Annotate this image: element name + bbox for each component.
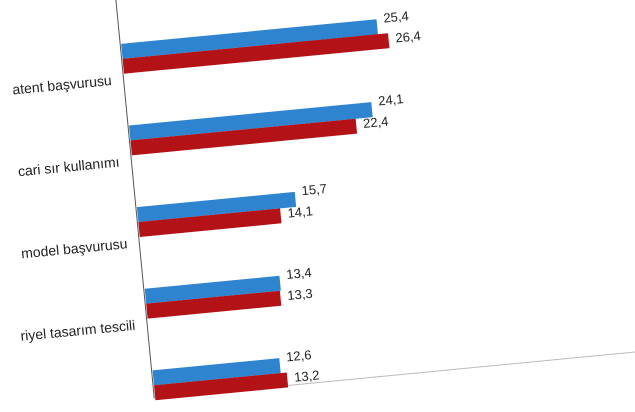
data-label: 24,1 — [377, 91, 404, 108]
data-label: 26,4 — [395, 28, 422, 45]
bar-series-1-4 — [152, 358, 281, 386]
data-label: 14,1 — [287, 203, 314, 220]
data-label: 15,7 — [301, 181, 328, 198]
bar-series-2-0 — [122, 33, 390, 74]
bar-series-1-0 — [121, 19, 378, 59]
category-label: riyel tasarım tescili — [20, 317, 136, 344]
category-label: cari sır kullanımı — [17, 154, 120, 180]
y-axis-line — [114, 0, 155, 399]
data-label: 12,6 — [285, 347, 312, 364]
category-label: model başvurusu — [20, 235, 128, 261]
bar-series-2-1 — [130, 118, 358, 156]
bar-series-1-3 — [144, 275, 281, 304]
bar-series-1-1 — [129, 102, 373, 141]
data-label: 22,4 — [362, 114, 389, 131]
bar-series-2-2 — [138, 208, 282, 237]
data-label: 13,2 — [294, 367, 321, 384]
category-label: atent başvurusu — [12, 72, 113, 97]
data-label: 13,3 — [287, 286, 314, 303]
bar-series-2-4 — [154, 372, 289, 401]
bar-series-2-3 — [146, 290, 282, 319]
data-label: 25,4 — [383, 8, 410, 25]
bar-series-1-2 — [136, 191, 297, 223]
data-label: 13,4 — [286, 265, 313, 282]
